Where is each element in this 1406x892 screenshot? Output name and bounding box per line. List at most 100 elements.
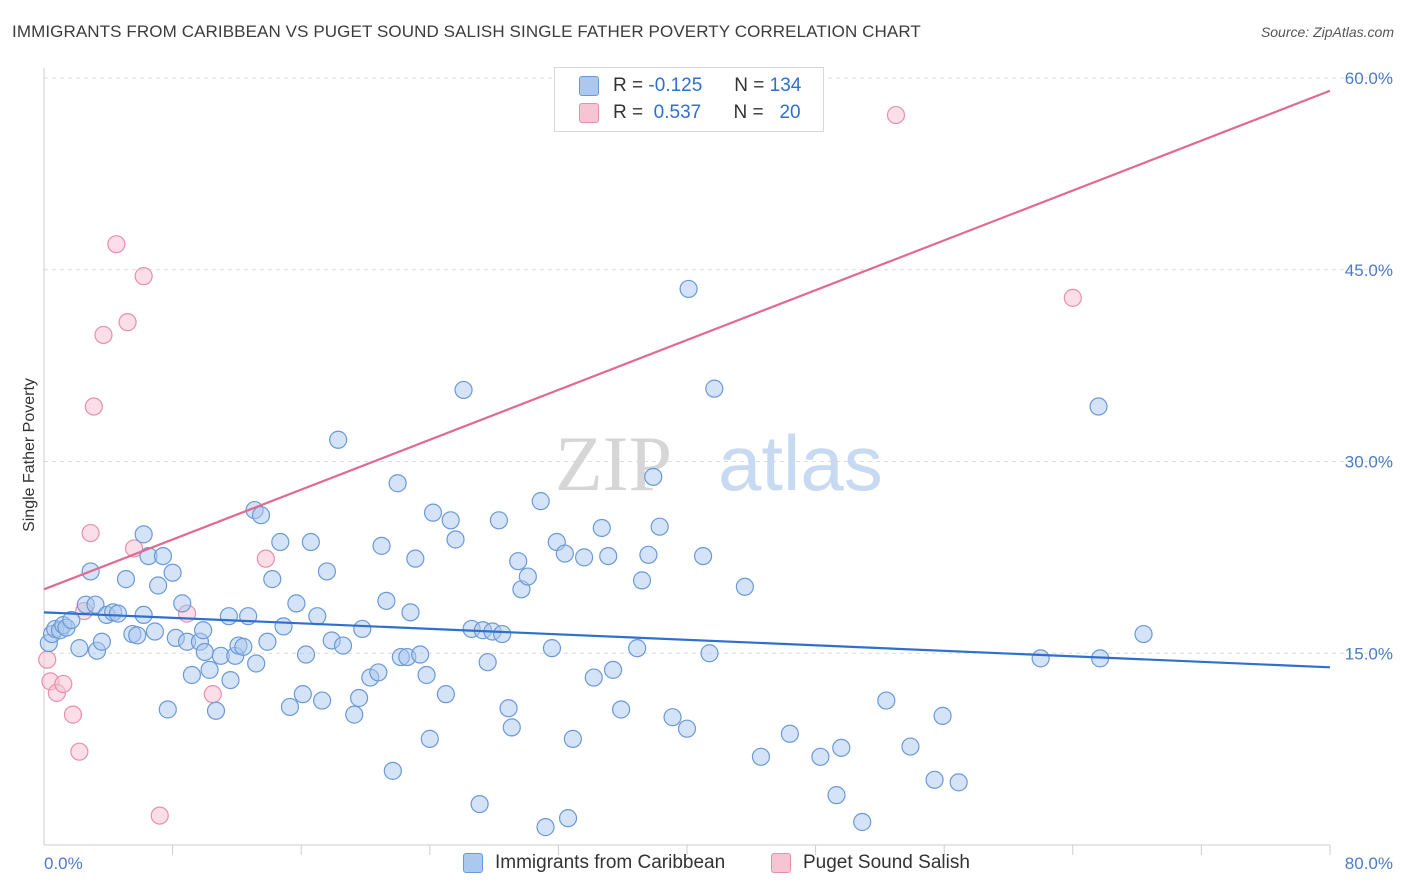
caribbean-point — [206, 701, 226, 720]
salish-point — [54, 674, 73, 694]
caribbean-point — [446, 530, 465, 549]
caribbean-point — [134, 605, 153, 625]
grid — [44, 77, 1395, 654]
caribbean-point — [149, 576, 168, 595]
caribbean-trend-line — [43, 611, 1331, 669]
n-value: 134 — [769, 75, 802, 96]
y-tick-label: 30.0% — [1345, 453, 1393, 472]
caribbean-point — [293, 685, 312, 704]
caribbean-point — [599, 546, 618, 566]
caribbean-point — [134, 525, 153, 544]
caribbean-point — [247, 654, 266, 673]
puget-sound-salish-points — [38, 105, 1082, 825]
r-value: -0.125 — [648, 75, 703, 96]
caribbean-point — [234, 637, 253, 656]
caribbean-point — [639, 545, 658, 564]
source-label: Source: ZipAtlas.com — [1260, 24, 1394, 40]
r-value: 0.537 — [653, 102, 702, 123]
caribbean-point — [349, 688, 369, 708]
caribbean-points — [39, 279, 1153, 837]
caribbean-point — [163, 563, 182, 582]
caribbean-point — [853, 812, 872, 832]
n-label: N = — [734, 75, 765, 96]
caribbean-point — [478, 653, 497, 672]
bottom-legend-salish: Puget Sound Salish — [771, 852, 970, 874]
watermark-zip: ZIP — [555, 420, 672, 507]
caribbean-point — [780, 724, 799, 743]
caribbean-point — [563, 729, 582, 748]
caribbean-point — [108, 604, 128, 623]
caribbean-point — [531, 492, 550, 511]
caribbean-point — [644, 467, 663, 486]
salish-point — [81, 523, 100, 543]
caribbean-point — [677, 719, 697, 738]
y-axis-label: Single Father Poverty — [21, 378, 38, 532]
caribbean-point — [423, 503, 443, 522]
caribbean-point — [420, 729, 439, 748]
caribbean-point — [592, 518, 611, 538]
r-label: R = — [613, 102, 644, 123]
caribbean-point — [200, 660, 219, 679]
caribbean-point — [369, 663, 388, 682]
caribbean-point — [296, 645, 316, 664]
caribbean-point — [388, 474, 407, 493]
caribbean-point — [70, 639, 89, 658]
caribbean-point — [1089, 397, 1108, 416]
caribbean-point — [555, 544, 574, 563]
caribbean-point — [280, 697, 300, 717]
caribbean-point — [470, 794, 489, 814]
caribbean-point — [827, 786, 846, 805]
salish-legend-swatch — [771, 853, 791, 873]
salish-point — [118, 313, 137, 332]
caribbean-point — [811, 747, 830, 766]
caribbean-point — [263, 570, 282, 589]
x-tick-label-min: 0.0% — [44, 854, 83, 873]
salish-point — [94, 325, 113, 345]
salish-swatch — [579, 103, 599, 123]
caribbean-point — [518, 567, 537, 586]
caribbean-point — [312, 691, 332, 710]
r-label: R = — [613, 75, 644, 96]
salish-trend-line — [43, 89, 1331, 591]
caribbean-point — [832, 738, 851, 757]
caribbean-point — [949, 773, 968, 792]
axes — [43, 68, 1331, 855]
caribbean-point — [62, 610, 81, 630]
caribbean-point — [1134, 624, 1153, 644]
caribbean-point — [287, 594, 306, 613]
caribbean-point — [493, 624, 512, 644]
caribbean-point — [219, 607, 238, 626]
salish-point — [1063, 288, 1082, 307]
salish-point — [63, 705, 83, 724]
caribbean-point — [628, 639, 647, 658]
caribbean-point — [502, 718, 521, 737]
legend-row-salish: R = 0.537 N = 20 — [579, 101, 801, 125]
salish-point — [107, 235, 126, 254]
caribbean-point — [158, 700, 177, 719]
caribbean-point — [705, 379, 724, 398]
caribbean-point — [406, 549, 425, 568]
caribbean-point — [182, 665, 201, 685]
caribbean-legend-label: Immigrants from Caribbean — [495, 852, 726, 873]
caribbean-point — [436, 685, 455, 704]
caribbean-point — [441, 511, 460, 530]
caribbean-point — [693, 546, 713, 566]
caribbean-point — [679, 279, 698, 299]
caribbean-point — [542, 639, 562, 658]
bottom-legend-caribbean: Immigrants from Caribbean — [463, 852, 725, 874]
caribbean-point — [558, 809, 578, 828]
caribbean-point — [153, 546, 173, 566]
caribbean-point — [735, 577, 754, 596]
caribbean-point — [383, 761, 402, 780]
caribbean-point — [700, 644, 719, 663]
stats-legend: R = -0.125 N = 134 R = 0.537 N = 20 — [554, 67, 824, 132]
trend-lines — [43, 89, 1331, 669]
caribbean-point — [650, 517, 669, 536]
caribbean-point — [221, 670, 240, 690]
caribbean-point — [663, 708, 682, 727]
caribbean-swatch — [579, 76, 599, 96]
salish-legend-label: Puget Sound Salish — [803, 852, 970, 873]
salish-point — [134, 267, 153, 286]
caribbean-point — [401, 603, 420, 622]
